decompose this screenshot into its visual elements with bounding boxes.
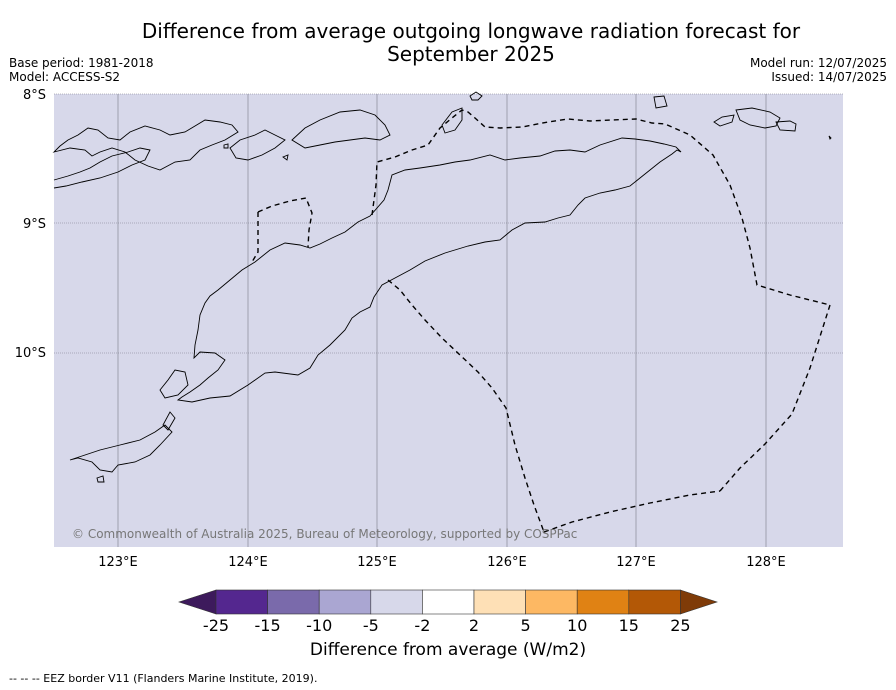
title-line-2: September 2025 bbox=[387, 42, 555, 66]
solor-islands bbox=[162, 411, 176, 431]
lon-labels: 123°E 124°E 125°E 126°E 127°E 128°E bbox=[98, 555, 786, 570]
colorbar-tick-label: 5 bbox=[521, 616, 531, 635]
colorbar-segment bbox=[215, 589, 268, 615]
graticule bbox=[54, 93, 843, 547]
colorbar-segment bbox=[473, 589, 526, 615]
colorbar: -25 -15 -10 -5 -2 2 5 10 15 25 bbox=[178, 589, 718, 635]
alor-island bbox=[159, 369, 189, 399]
colorbar-tick-label: -25 bbox=[203, 616, 229, 635]
kisar-island bbox=[282, 154, 289, 161]
wetar-island bbox=[53, 147, 151, 189]
issued-date: Issued: 14/07/2025 bbox=[771, 70, 887, 84]
romang-islands bbox=[291, 109, 391, 149]
colorbar-tick-label: 15 bbox=[619, 616, 639, 635]
map-panel: 8°S 9°S 10°S 123°E 124°E 125°E 126°E 127… bbox=[15, 88, 843, 570]
lat-labels: 8°S 9°S 10°S bbox=[15, 88, 46, 361]
tanimbar-islet-3 bbox=[775, 120, 797, 132]
meta-left: Base period: 1981-2018 Model: ACCESS-S2 bbox=[9, 56, 154, 84]
wetar-north bbox=[52, 119, 239, 171]
eez-footnote: -- -- -- EEZ border V11 (Flanders Marine… bbox=[9, 672, 318, 685]
small-islet-2 bbox=[223, 143, 229, 149]
colorbar-segment bbox=[576, 589, 630, 615]
colorbar-segment bbox=[267, 589, 320, 615]
colorbar-tick-label: -2 bbox=[414, 616, 430, 635]
lon-label-124e: 124°E bbox=[228, 555, 268, 570]
colorbar-tick-label: -5 bbox=[363, 616, 379, 635]
small-islet-3 bbox=[469, 91, 483, 101]
lon-label-125e: 125°E bbox=[357, 555, 397, 570]
lat-label-10s: 10°S bbox=[15, 346, 46, 361]
colorbar-tick-label: 25 bbox=[670, 616, 690, 635]
colorbar-tick-label: 10 bbox=[567, 616, 587, 635]
copyright-notice: © Commonwealth of Australia 2025, Bureau… bbox=[72, 527, 577, 541]
map-background bbox=[54, 94, 843, 547]
colorbar-extend-low bbox=[178, 589, 217, 615]
lon-label-126e: 126°E bbox=[487, 555, 527, 570]
colorbar-segment bbox=[525, 589, 578, 615]
small-islet-4 bbox=[828, 135, 832, 140]
colorbar-segment bbox=[628, 589, 681, 615]
lon-label-128e: 128°E bbox=[746, 555, 786, 570]
leti-island bbox=[441, 107, 463, 134]
title-line-1: Difference from average outgoing longwav… bbox=[141, 19, 801, 43]
model-name: Model: ACCESS-S2 bbox=[9, 70, 121, 84]
babar-island bbox=[653, 95, 668, 109]
lat-label-9s: 9°S bbox=[23, 217, 46, 232]
colorbar-tick-label: 2 bbox=[469, 616, 479, 635]
colorbar-ticks: -25 -15 -10 -5 -2 2 5 10 15 25 bbox=[203, 616, 691, 635]
lon-label-123e: 123°E bbox=[98, 555, 138, 570]
flores-east bbox=[69, 424, 173, 473]
colorbar-segment bbox=[318, 589, 372, 615]
atauro-islands bbox=[229, 129, 286, 161]
colorbar-label: Difference from average (W/m2) bbox=[309, 640, 587, 660]
colorbar-segments bbox=[178, 589, 718, 615]
lon-label-127e: 127°E bbox=[616, 555, 656, 570]
tanimbar-islet-1 bbox=[713, 114, 735, 127]
meta-right: Model run: 12/07/2025 Issued: 14/07/2025 bbox=[750, 56, 887, 84]
colorbar-segment bbox=[370, 589, 423, 615]
base-period: Base period: 1981-2018 bbox=[9, 56, 154, 70]
lat-label-8s: 8°S bbox=[23, 88, 46, 103]
map-title: Difference from average outgoing longwav… bbox=[0, 20, 896, 66]
small-islet-1 bbox=[96, 475, 105, 483]
eez-border bbox=[251, 109, 831, 533]
colorbar-segment bbox=[422, 589, 475, 615]
model-run: Model run: 12/07/2025 bbox=[749, 56, 887, 70]
coastlines bbox=[52, 91, 832, 483]
colorbar-tick-label: -15 bbox=[255, 616, 281, 635]
tanimbar-islet-2 bbox=[735, 107, 781, 129]
timor-island bbox=[176, 137, 682, 403]
colorbar-tick-label: -10 bbox=[306, 616, 332, 635]
colorbar-extend-high bbox=[680, 589, 718, 615]
